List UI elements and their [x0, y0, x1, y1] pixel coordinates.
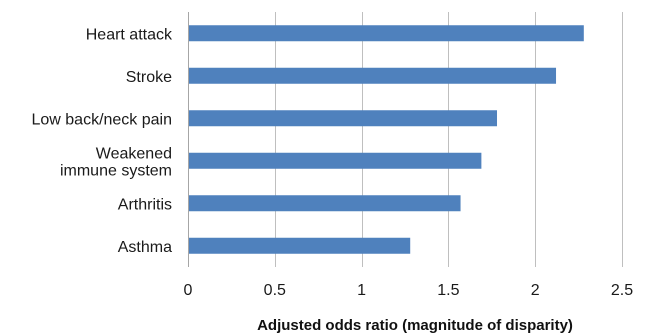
x-tick-label: 0	[184, 282, 193, 299]
bar	[189, 25, 584, 42]
gridlines	[275, 12, 623, 267]
category-label: Heart attack	[86, 26, 173, 43]
bar	[189, 195, 461, 212]
x-tick-label: 0.5	[264, 282, 286, 299]
x-tick-labels: 0 0.5 1 1.5 2 2.5	[184, 282, 634, 299]
x-tick-label: 1.5	[437, 282, 459, 299]
x-tick-label: 2	[531, 282, 540, 299]
x-tick-label: 1	[357, 282, 366, 299]
bar	[189, 110, 498, 127]
category-label: Arthritis	[118, 196, 172, 213]
x-axis-title: Adjusted odds ratio (magnitude of dispar…	[257, 317, 573, 334]
category-labels: Heart attack Stroke Low back/neck pain Weak…	[31, 26, 173, 256]
bar	[189, 237, 411, 254]
category-label: Weakened immune system	[60, 145, 172, 179]
category-label: Asthma	[118, 239, 172, 256]
bar	[189, 67, 557, 84]
bar	[189, 152, 482, 169]
category-label: Low back/neck pain	[31, 111, 172, 128]
bars	[189, 25, 584, 254]
category-label: Stroke	[126, 69, 172, 86]
x-tick-label: 2.5	[611, 282, 633, 299]
